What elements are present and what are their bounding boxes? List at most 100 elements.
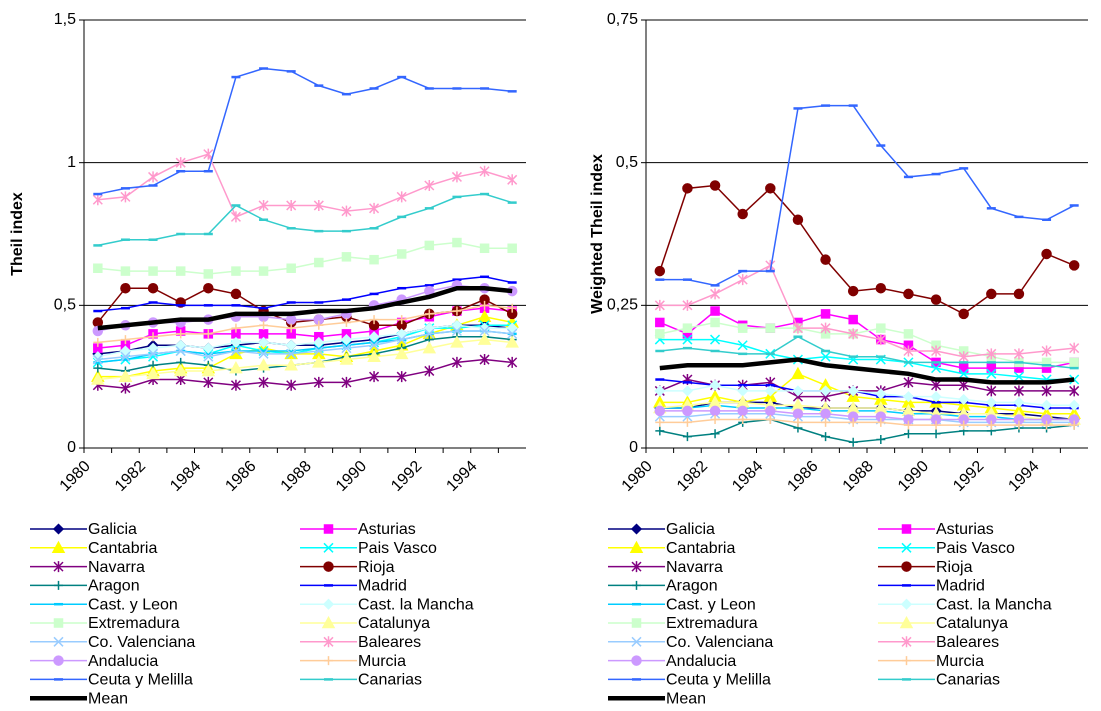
marker bbox=[876, 417, 886, 427]
marker bbox=[710, 429, 720, 439]
x-tick-label: 1990 bbox=[895, 458, 932, 495]
x-tick-label: 1982 bbox=[674, 458, 711, 495]
y-tick-label: 0 bbox=[629, 439, 638, 456]
y-tick-label: 1,5 bbox=[54, 11, 76, 28]
series bbox=[654, 334, 1080, 385]
marker bbox=[958, 363, 969, 373]
series bbox=[654, 180, 1080, 320]
legend-label: Ceuta y Melilla bbox=[666, 672, 771, 689]
series-line bbox=[97, 153, 513, 218]
x-tick-label: 1984 bbox=[729, 458, 766, 495]
series bbox=[97, 285, 513, 331]
marker bbox=[986, 363, 997, 373]
marker bbox=[451, 319, 463, 331]
marker bbox=[958, 351, 969, 363]
series-line bbox=[97, 330, 513, 361]
x-tick-label: 1988 bbox=[278, 458, 315, 495]
x-tick-label: 1994 bbox=[443, 458, 480, 495]
marker bbox=[1069, 357, 1079, 368]
marker bbox=[367, 349, 381, 362]
marker bbox=[341, 317, 351, 327]
marker bbox=[369, 371, 380, 383]
marker bbox=[820, 408, 831, 420]
marker bbox=[1014, 420, 1024, 430]
legend-label: Rioja bbox=[358, 559, 395, 576]
marker bbox=[709, 180, 721, 191]
legend-label: Galicia bbox=[666, 521, 715, 538]
legend-label: Ceuta y Melilla bbox=[88, 672, 193, 689]
marker bbox=[203, 282, 214, 294]
marker bbox=[258, 329, 269, 339]
marker bbox=[986, 420, 996, 430]
series-line bbox=[659, 418, 1075, 426]
marker bbox=[176, 329, 186, 339]
marker bbox=[314, 320, 324, 330]
marker bbox=[848, 314, 858, 325]
marker bbox=[1013, 288, 1025, 300]
legend-label: Navarra bbox=[666, 559, 723, 576]
y-axis-label: Theil index bbox=[9, 192, 26, 276]
series-line bbox=[97, 307, 513, 349]
marker bbox=[710, 317, 720, 328]
marker bbox=[903, 345, 914, 357]
marker bbox=[710, 306, 720, 316]
marker bbox=[424, 365, 435, 377]
marker bbox=[958, 308, 969, 320]
x-tick-label: 1990 bbox=[333, 458, 370, 495]
marker bbox=[737, 274, 748, 286]
marker bbox=[655, 417, 665, 427]
marker bbox=[175, 339, 187, 351]
marker bbox=[397, 315, 407, 325]
series bbox=[654, 379, 1080, 411]
series-line bbox=[659, 264, 1075, 358]
legend-label: Baleares bbox=[936, 634, 999, 651]
marker bbox=[930, 294, 942, 305]
marker bbox=[1013, 371, 1024, 382]
marker bbox=[369, 202, 380, 214]
marker bbox=[1013, 348, 1024, 360]
marker bbox=[737, 208, 748, 220]
marker bbox=[285, 339, 297, 351]
legend-label: Mean bbox=[88, 690, 128, 707]
marker bbox=[313, 199, 324, 211]
marker bbox=[632, 580, 641, 590]
marker bbox=[631, 655, 642, 666]
series-line bbox=[659, 401, 1075, 421]
marker bbox=[120, 266, 131, 276]
marker bbox=[931, 345, 942, 357]
marker bbox=[202, 342, 214, 354]
series-line bbox=[659, 410, 1075, 421]
marker bbox=[765, 405, 776, 417]
marker bbox=[230, 336, 242, 348]
marker bbox=[958, 368, 969, 379]
marker bbox=[53, 636, 64, 647]
marker bbox=[324, 656, 333, 666]
legend-label: Cast. y Leon bbox=[88, 596, 178, 613]
marker bbox=[875, 334, 886, 346]
marker bbox=[765, 183, 776, 194]
marker bbox=[1069, 420, 1079, 430]
series bbox=[93, 275, 517, 313]
marker bbox=[737, 340, 748, 351]
marker bbox=[847, 285, 859, 297]
legend-label: Canarias bbox=[936, 672, 1000, 689]
marker bbox=[230, 379, 241, 391]
marker bbox=[424, 309, 434, 319]
marker bbox=[53, 618, 64, 628]
marker bbox=[120, 191, 131, 203]
legend-label: Extremadura bbox=[666, 615, 758, 632]
marker bbox=[323, 542, 334, 553]
marker bbox=[876, 434, 886, 444]
marker bbox=[203, 269, 214, 279]
marker bbox=[93, 337, 103, 347]
marker bbox=[655, 426, 665, 436]
marker bbox=[848, 437, 858, 447]
marker bbox=[629, 540, 644, 554]
marker bbox=[682, 405, 693, 417]
series-line bbox=[97, 315, 513, 378]
marker bbox=[424, 328, 435, 339]
marker bbox=[203, 376, 214, 388]
marker bbox=[313, 336, 325, 348]
series-line bbox=[659, 384, 1075, 406]
marker bbox=[396, 249, 407, 259]
